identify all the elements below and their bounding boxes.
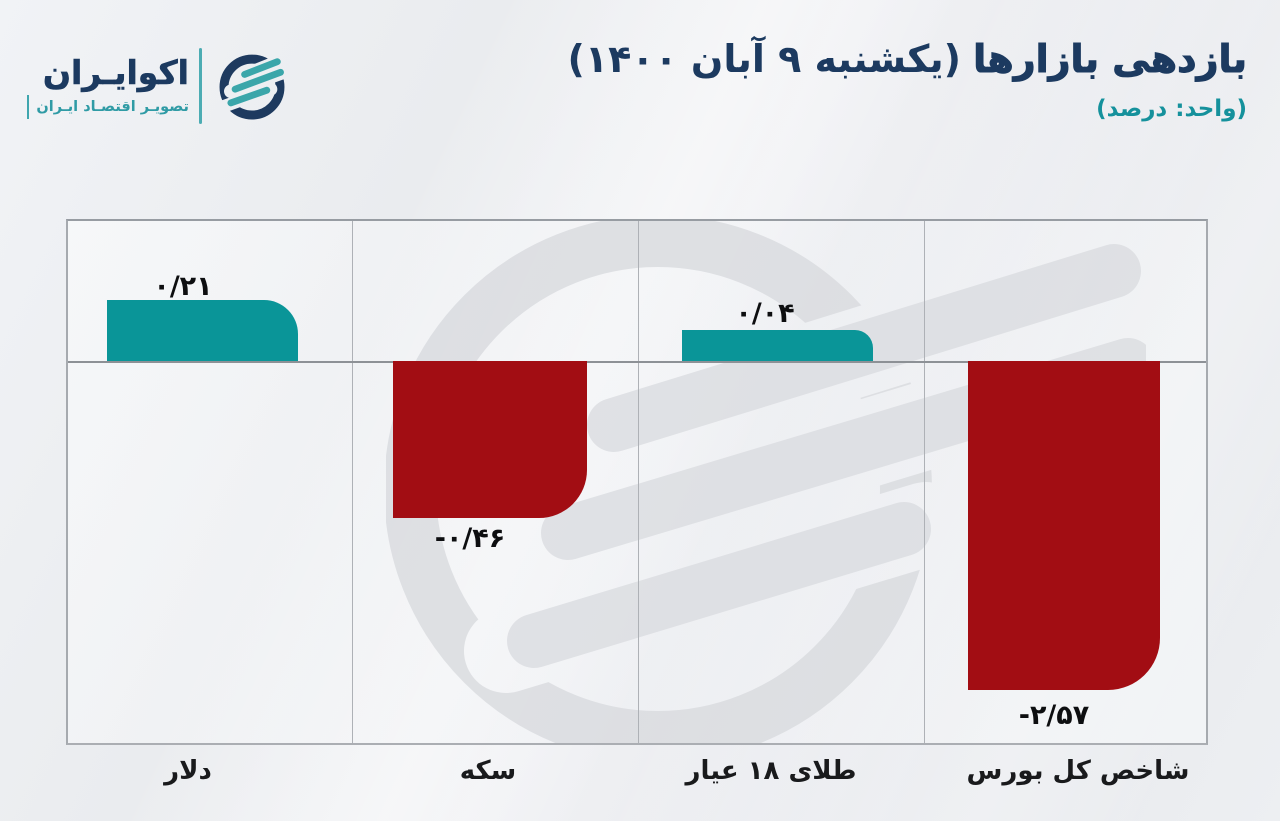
category-axis: دلار سکه طلای ۱۸ عیار شاخص کل بورس <box>0 756 1280 796</box>
page-title: بازدهی بازارها (یکشنبه ۹ آبان ۱۴۰۰) <box>568 36 1248 84</box>
bar-chart: ۰/۲۱ -۰/۴۶ ۰/۰۴ -۲/۵۷ <box>66 219 1208 745</box>
value-label-coin: -۰/۴۶ <box>434 523 506 554</box>
panel-divider <box>638 221 639 743</box>
panel-divider <box>352 221 353 743</box>
category-label-dollar: دلار <box>164 756 212 786</box>
logo-text-block: اکوایـران تصویـر اقتصـاد ایـران <box>27 52 190 120</box>
value-label-dollar: ۰/۲۱ <box>153 271 213 302</box>
page-title-date: (یکشنبه ۹ آبان ۱۴۰۰) <box>567 37 962 81</box>
ecoiran-circle-swoosh-icon <box>214 48 290 124</box>
page-title-main: بازدهی بازارها <box>973 36 1248 81</box>
bar-coin <box>393 361 587 518</box>
tagline-divider <box>27 95 30 120</box>
logo-divider <box>199 48 202 124</box>
ecoiran-logo: اکوایـران تصویـر اقتصـاد ایـران <box>27 48 290 124</box>
bar-stock-index <box>968 361 1160 690</box>
logo-name: اکوایـران <box>42 52 190 92</box>
value-label-stock-index: -۲/۵۷ <box>1018 700 1090 731</box>
category-label-gold: طلای ۱۸ عیار <box>685 756 857 786</box>
category-label-stock-index: شاخص کل بورس <box>966 756 1190 786</box>
unit-label: (واحد: درصد) <box>1096 95 1247 122</box>
zero-axis-line <box>68 361 1206 363</box>
panel-divider <box>924 221 925 743</box>
category-label-coin: سکه <box>459 756 517 786</box>
value-label-gold: ۰/۰۴ <box>735 298 795 329</box>
logo-tagline: تصویـر اقتصـاد ایـران <box>36 99 189 116</box>
header-titles: بازدهی بازارها (یکشنبه ۹ آبان ۱۴۰۰) (واح… <box>568 36 1248 122</box>
bar-dollar <box>107 300 298 361</box>
bar-gold <box>682 330 873 361</box>
